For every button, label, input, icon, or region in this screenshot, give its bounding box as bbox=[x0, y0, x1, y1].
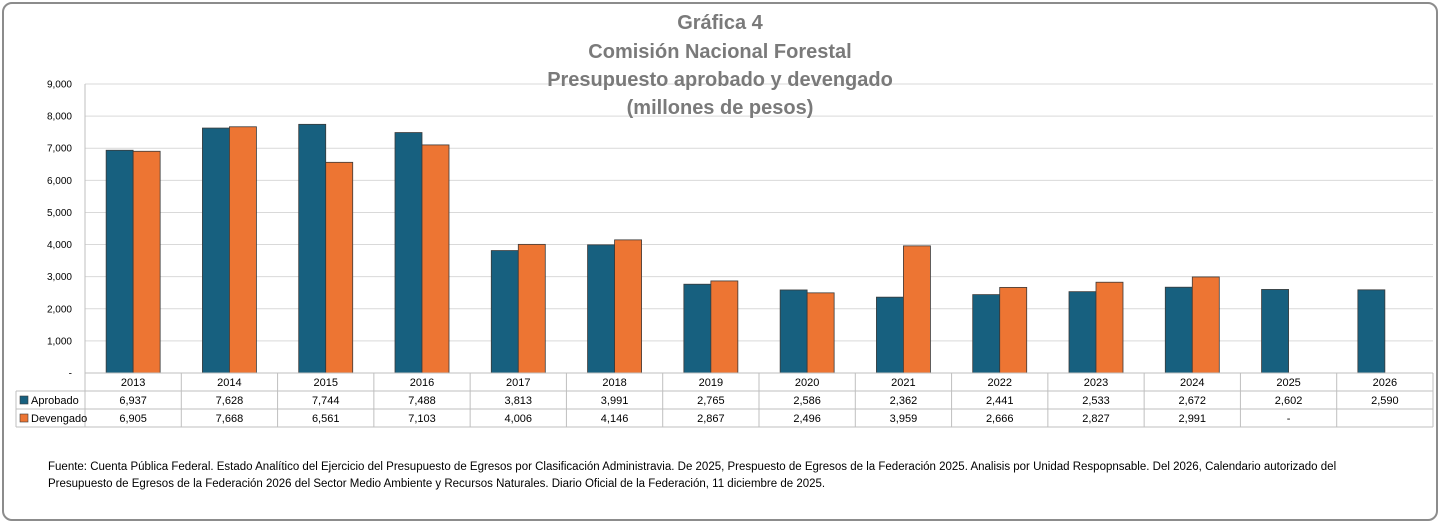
footnote: Fuente: Cuenta Pública Federal. Estado A… bbox=[48, 459, 1388, 493]
legend-label-aprobado: Aprobado bbox=[31, 395, 79, 407]
bar-aprobado-2017 bbox=[490, 250, 519, 374]
bar-aprobado-2025 bbox=[1261, 289, 1289, 374]
y-tick-label: - bbox=[69, 369, 72, 380]
y-tick-label: 8,000 bbox=[47, 112, 72, 123]
data-label: 2,765 bbox=[697, 395, 725, 407]
bar-aprobado-2015 bbox=[298, 123, 327, 374]
data-label: 7,668 bbox=[216, 413, 244, 425]
data-label: 2,602 bbox=[1275, 395, 1303, 407]
bar-aprobado-2023 bbox=[1068, 291, 1097, 374]
data-table: 2013 2014 2015 2016 2017 2018 2019 2020 2021 2022… bbox=[15, 372, 1434, 428]
data-label: 6,905 bbox=[119, 413, 147, 425]
data-label: 2,533 bbox=[1082, 395, 1110, 407]
data-label: 2,672 bbox=[1179, 395, 1207, 407]
data-label: 2,586 bbox=[793, 395, 821, 407]
data-label: 2,441 bbox=[986, 395, 1014, 407]
data-label: 2,666 bbox=[986, 413, 1014, 425]
data-label: 7,488 bbox=[408, 395, 436, 407]
x-tick-label: 2013 bbox=[121, 377, 145, 389]
bar-aprobado-2019 bbox=[683, 283, 712, 374]
chart-title-line-3: Presupuesto aprobado y devengado bbox=[547, 69, 893, 91]
data-label: 2,827 bbox=[1082, 413, 1110, 425]
chart-title-line-4: (millones de pesos) bbox=[626, 97, 814, 119]
data-label: 4,146 bbox=[601, 413, 629, 425]
data-label: 4,006 bbox=[505, 413, 533, 425]
x-tick-label: 2025 bbox=[1276, 377, 1300, 389]
bar-aprobado-2022 bbox=[972, 294, 1001, 374]
x-tick-label: 2026 bbox=[1373, 377, 1397, 389]
data-label: 7,744 bbox=[312, 395, 340, 407]
y-tick-label: 6,000 bbox=[47, 176, 72, 187]
bar-aprobado-2026 bbox=[1357, 289, 1386, 374]
x-tick-label: 2019 bbox=[699, 377, 723, 389]
data-label: 3,991 bbox=[601, 395, 629, 407]
x-tick-label: 2023 bbox=[1084, 377, 1108, 389]
y-axis: - 1,000 2,000 3,000 4,000 5,000 6,000 7,000 8,00… bbox=[47, 80, 86, 425]
bars bbox=[105, 123, 1386, 374]
data-label: - bbox=[1287, 413, 1291, 425]
y-tick-label: 4,000 bbox=[47, 240, 72, 251]
data-label: 2,496 bbox=[793, 413, 821, 425]
bar-devengado-2017 bbox=[517, 243, 546, 374]
data-label: 2,867 bbox=[697, 413, 725, 425]
data-label: 2,991 bbox=[1179, 413, 1207, 425]
bar-aprobado-2020 bbox=[779, 289, 808, 374]
x-tick-label: 2024 bbox=[1180, 377, 1204, 389]
gridlines bbox=[85, 83, 1433, 342]
bar-devengado-2022 bbox=[999, 286, 1028, 374]
data-label: 6,561 bbox=[312, 413, 340, 425]
y-tick-label: 5,000 bbox=[47, 208, 72, 219]
y-tick-label: 7,000 bbox=[47, 144, 72, 155]
bar-aprobado-2024 bbox=[1164, 286, 1193, 374]
legend-label-devengado: Devengado bbox=[31, 413, 87, 425]
x-tick-label: 2021 bbox=[891, 377, 915, 389]
x-tick-label: 2014 bbox=[217, 377, 241, 389]
x-tick-label: 2020 bbox=[795, 377, 819, 389]
data-label: 7,103 bbox=[408, 413, 436, 425]
x-tick-label: 2015 bbox=[313, 377, 337, 389]
x-tick-label: 2022 bbox=[987, 377, 1011, 389]
y-tick-label: 1,000 bbox=[47, 336, 72, 347]
bar-devengado-2016 bbox=[421, 144, 450, 374]
bar-aprobado-2021 bbox=[876, 296, 904, 374]
bar-aprobado-2013 bbox=[105, 149, 134, 374]
y-tick-label: 2,000 bbox=[47, 304, 72, 315]
chart-title-line-2: Comisión Nacional Forestal bbox=[588, 41, 852, 63]
bar-aprobado-2018 bbox=[587, 244, 615, 374]
bar-devengado-2014 bbox=[229, 126, 257, 374]
footnote-line-2: Presupuesto de Egresos de la Federación … bbox=[48, 478, 826, 490]
x-tick-label: 2017 bbox=[506, 377, 530, 389]
bar-devengado-2018 bbox=[614, 239, 642, 374]
data-label: 6,937 bbox=[119, 395, 147, 407]
data-label: 2,590 bbox=[1371, 395, 1399, 407]
data-label: 3,959 bbox=[890, 413, 918, 425]
legend-swatch-aprobado bbox=[19, 395, 29, 405]
bar-devengado-2015 bbox=[325, 161, 354, 374]
data-label: 7,628 bbox=[216, 395, 244, 407]
y-tick-label: 9,000 bbox=[47, 80, 72, 91]
footnote-line-1: Fuente: Cuenta Pública Federal. Estado A… bbox=[48, 461, 1337, 473]
bar-devengado-2021 bbox=[903, 245, 931, 374]
bar-devengado-2013 bbox=[132, 150, 161, 374]
legend-swatch-devengado bbox=[19, 413, 29, 423]
bar-devengado-2024 bbox=[1191, 276, 1220, 374]
bar-aprobado-2016 bbox=[394, 132, 423, 374]
x-tick-label: 2018 bbox=[602, 377, 626, 389]
bar-devengado-2023 bbox=[1095, 281, 1124, 374]
chart-title-line-1: Gráfica 4 bbox=[677, 12, 763, 34]
x-tick-label: 2016 bbox=[410, 377, 434, 389]
bar-aprobado-2014 bbox=[202, 127, 230, 374]
bar-devengado-2019 bbox=[710, 280, 739, 374]
bar-devengado-2020 bbox=[806, 292, 835, 374]
data-label: 3,813 bbox=[505, 395, 533, 407]
data-label: 2,362 bbox=[890, 395, 918, 407]
y-tick-label: 3,000 bbox=[47, 272, 72, 283]
